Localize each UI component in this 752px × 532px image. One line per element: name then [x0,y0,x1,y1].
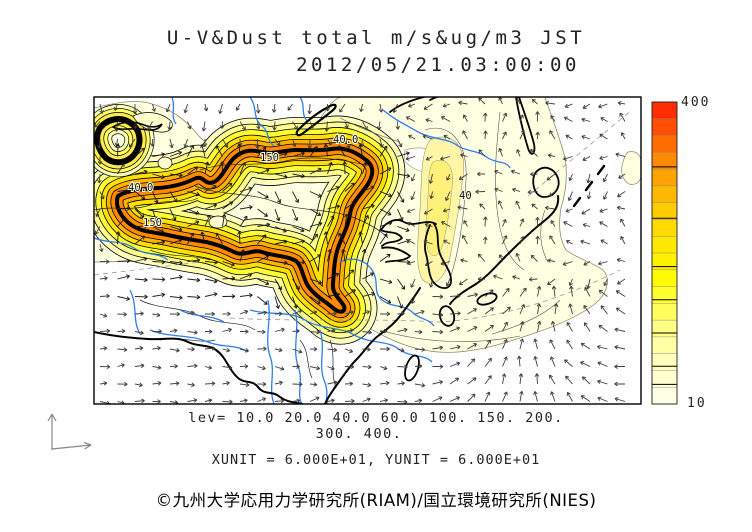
contour-lines [339,111,561,342]
contour-levels-line1: lev= 10.0 20.0 40.0 60.0 100. 150. 200. [188,410,564,426]
coast-shikoku [476,292,498,306]
coast-hokkaido [532,166,560,198]
contour-levels-line2: 300. 400. [315,426,403,442]
coast-kuril [572,164,606,208]
graticule [94,109,633,323]
vector-units-line: XUNIT = 6.000E+01, YUNIT = 6.000E+01 [211,452,541,468]
map-frame [93,96,642,405]
wind-vector-field [94,97,626,404]
colorbar [651,101,678,405]
contour-label: 40.0 [128,182,153,194]
coast-bohai [379,219,437,263]
coast-korea [424,223,452,290]
colorbar-max-label: 400 [681,95,711,110]
coast-honshu [449,195,560,305]
contour-label: 150 [143,217,162,229]
axes-indicator [47,413,92,450]
dust-inner-band [417,136,464,284]
contour-value-labels: 40.0 150 150 40.0 40 [127,133,473,230]
plot-timestamp: 2012/05/21.03:00:00 [296,54,580,76]
contour-label: 150 [260,152,279,164]
coast-south-asia [94,331,303,404]
coast-sakhalin [515,97,536,155]
plot-title: U-V&Dust total m/s&ug/m3 JST [166,27,586,49]
y-axis-arrow [47,413,57,450]
coast-baikal [295,103,337,137]
copyright-notice: ©九州大学応用力学研究所(RIAM)/国立環境研究所(NIES) [155,491,597,510]
coast-okhotsk [389,97,440,113]
colorbar-frame [651,101,678,405]
contour-label: 40.0 [333,134,358,146]
x-axis-arrow [51,441,92,450]
rivers [94,97,511,404]
contour-label: 40 [459,190,472,202]
colorbar-min-label: 10 [687,396,707,411]
